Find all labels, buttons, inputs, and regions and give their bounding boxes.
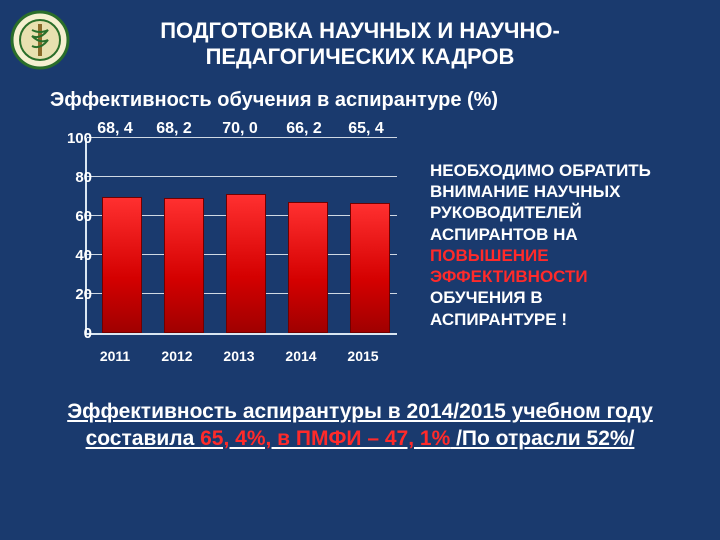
y-tick: 60 bbox=[52, 208, 92, 225]
bar-value-label: 66, 2 bbox=[279, 120, 329, 138]
note-line: ОБУЧЕНИЯ В bbox=[430, 287, 700, 308]
x-tick: 2015 bbox=[338, 348, 388, 364]
footer-part: Эффективность аспирантуры в 2014/2015 уч… bbox=[67, 400, 653, 423]
bar-value-label: 65, 4 bbox=[341, 120, 391, 138]
title-line-2: ПЕДАГОГИЧЕСКИХ КАДРОВ bbox=[0, 44, 720, 70]
bar-2013 bbox=[226, 194, 266, 333]
y-tick: 40 bbox=[52, 247, 92, 264]
y-tick: 20 bbox=[52, 286, 92, 303]
content-row: 0 20 40 60 80 100 68, 4 68, 2 70, 0 66, … bbox=[0, 120, 720, 370]
footer-highlight: 65, 4%, в ПМФИ – 47, 1% bbox=[200, 427, 450, 450]
bar-2014 bbox=[288, 202, 328, 333]
note-line: АСПИРАНТУРЕ ! bbox=[430, 309, 700, 330]
note-line: ВНИМАНИЕ НАУЧНЫХ bbox=[430, 181, 700, 202]
note-line: НЕОБХОДИМО ОБРАТИТЬ bbox=[430, 160, 700, 181]
bar-value-label: 68, 4 bbox=[90, 120, 140, 138]
y-tick: 80 bbox=[52, 169, 92, 186]
bar-2012 bbox=[164, 198, 204, 333]
x-tick: 2011 bbox=[90, 348, 140, 364]
note-line: РУКОВОДИТЕЛЕЙ bbox=[430, 202, 700, 223]
y-tick: 0 bbox=[52, 325, 92, 342]
footer-part: составила bbox=[86, 427, 201, 450]
bar-chart: 0 20 40 60 80 100 68, 4 68, 2 70, 0 66, … bbox=[30, 120, 410, 370]
chart-plot bbox=[85, 138, 397, 335]
note-line-highlight: ПОВЫШЕНИЕ bbox=[430, 245, 700, 266]
footer-part: /По отрасли 52%/ bbox=[450, 427, 634, 450]
note-line: АСПИРАНТОВ НА bbox=[430, 224, 700, 245]
bar-value-label: 68, 2 bbox=[149, 120, 199, 138]
side-note: НЕОБХОДИМО ОБРАТИТЬ ВНИМАНИЕ НАУЧНЫХ РУК… bbox=[410, 120, 700, 370]
bar-value-label: 70, 0 bbox=[215, 120, 265, 138]
footer-text: Эффективность аспирантуры в 2014/2015 уч… bbox=[0, 370, 720, 453]
title-line-1: ПОДГОТОВКА НАУЧНЫХ И НАУЧНО- bbox=[0, 18, 720, 44]
bar-2015 bbox=[350, 203, 390, 333]
page-title: ПОДГОТОВКА НАУЧНЫХ И НАУЧНО- ПЕДАГОГИЧЕС… bbox=[0, 0, 720, 71]
grid-line bbox=[87, 176, 397, 177]
x-tick: 2012 bbox=[152, 348, 202, 364]
chart-subtitle: Эффективность обучения в аспирантуре (%) bbox=[0, 71, 720, 120]
logo bbox=[10, 10, 70, 70]
x-tick: 2013 bbox=[214, 348, 264, 364]
note-line-highlight: ЭФФЕКТИВНОСТИ bbox=[430, 266, 700, 287]
bar-2011 bbox=[102, 197, 142, 332]
x-tick: 2014 bbox=[276, 348, 326, 364]
y-tick: 100 bbox=[52, 130, 92, 147]
